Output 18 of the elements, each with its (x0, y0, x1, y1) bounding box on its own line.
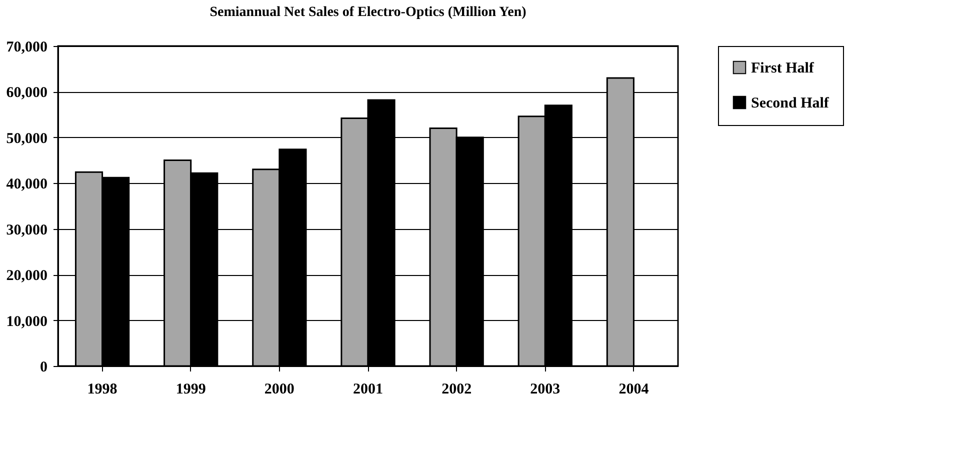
x-tick-label: 2003 (530, 382, 560, 398)
x-tick-label: 2001 (353, 382, 383, 398)
legend-label: Second Half (751, 96, 830, 112)
legend-label: First Half (751, 60, 815, 76)
y-tick-label: 60,000 (6, 85, 48, 102)
x-tick-label: 2002 (442, 382, 472, 398)
x-tick-label: 2004 (618, 382, 650, 398)
y-tick-label: 0 (40, 360, 48, 376)
y-tick-label: 20,000 (6, 268, 48, 284)
y-tick-label: 50,000 (6, 130, 48, 147)
y-tick-label: 70,000 (6, 40, 48, 56)
x-tick-label: 1999 (176, 382, 206, 398)
x-tick-label: 1998 (87, 382, 118, 398)
y-tick-label: 30,000 (6, 222, 48, 238)
y-tick-label: 10,000 (6, 314, 48, 330)
x-tick-label: 2000 (264, 382, 294, 398)
y-tick-label: 40,000 (6, 176, 48, 193)
chart-title: Semiannual Net Sales of Electro-Optics (Million Yen) (210, 5, 527, 20)
